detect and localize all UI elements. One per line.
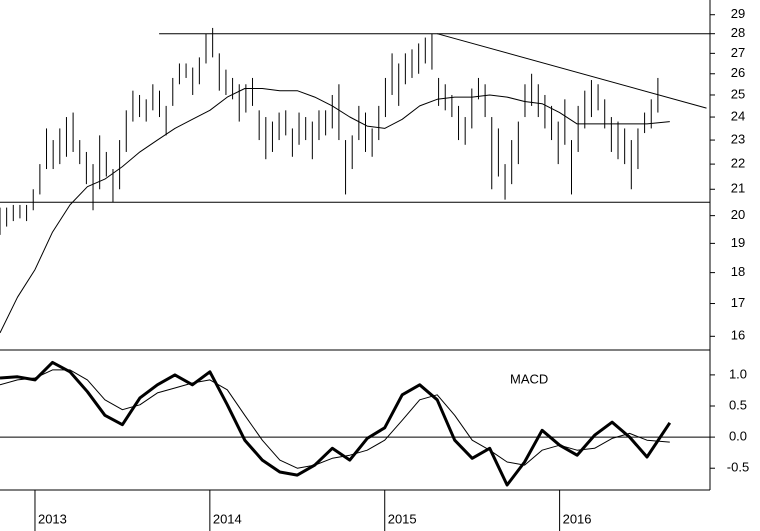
- y-tick-label: 0.0: [729, 429, 747, 444]
- y-tick-label: 18: [731, 264, 745, 279]
- reference-line: [437, 33, 707, 109]
- macd-line: [0, 360, 672, 487]
- y-tick-label: 19: [731, 235, 745, 250]
- macd-line: [0, 369, 670, 469]
- y-tick-label: 0.5: [729, 397, 747, 412]
- moving-average: [0, 88, 670, 334]
- y-tick-label: 1.0: [729, 366, 747, 381]
- y-tick-label: 29: [731, 6, 745, 21]
- y-tick-label: 23: [731, 132, 745, 147]
- y-tick-label: 25: [731, 86, 745, 101]
- y-tick-label: 20: [731, 207, 745, 222]
- y-tick-label: 16: [731, 328, 745, 343]
- panel-title: MACD: [510, 371, 548, 386]
- y-tick-label: -0.5: [727, 460, 749, 475]
- y-tick-label: 26: [731, 65, 745, 80]
- y-tick-label: 27: [731, 45, 745, 60]
- x-tick-label: 2014: [213, 511, 242, 526]
- x-tick-label: 2013: [38, 511, 67, 526]
- x-tick-label: 2016: [563, 511, 592, 526]
- y-tick-label: 22: [731, 156, 745, 171]
- y-tick-label: 21: [731, 181, 745, 196]
- y-tick-label: 17: [731, 295, 745, 310]
- y-tick-label: 24: [731, 108, 745, 123]
- x-tick-label: 2015: [388, 511, 417, 526]
- y-tick-label: 28: [731, 25, 745, 40]
